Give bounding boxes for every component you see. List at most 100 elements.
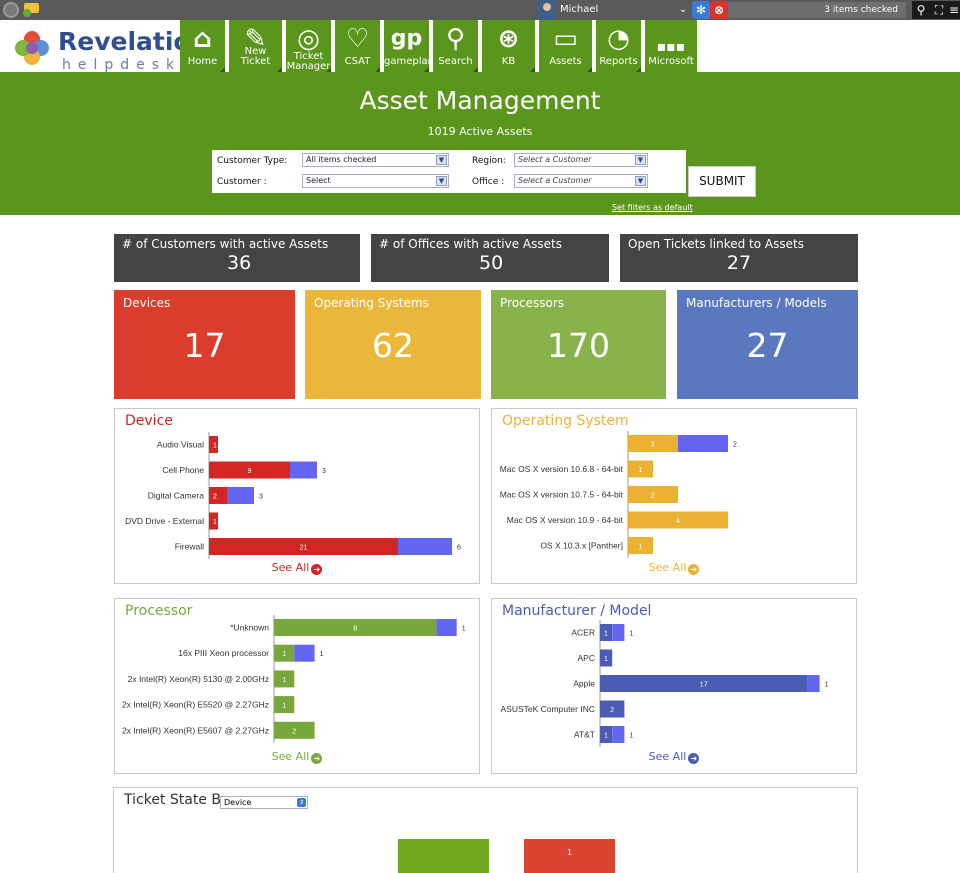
device-chart-panel: Device Audio Visual 1 Cell Phone 9 3 Digital … [114, 408, 480, 584]
tile-label: Processors [500, 296, 565, 310]
bar-primary [274, 619, 437, 636]
bar-secondary [290, 461, 317, 479]
nav-ticket-manager[interactable]: ◎ Ticket Manager [286, 20, 331, 72]
search-icon: ⚲ [445, 24, 466, 54]
bar-secondary-value: 1 [629, 631, 633, 638]
user-avatar[interactable] [538, 0, 556, 20]
category-label: AT&T [574, 730, 595, 740]
bar-value-label: 9 [248, 468, 252, 475]
stat-value: 27 [726, 252, 752, 274]
user-name[interactable]: Michael [560, 4, 599, 15]
tile-corner [326, 67, 331, 72]
tile-label: Operating Systems [314, 296, 429, 310]
close-icon[interactable]: ⊗ [710, 1, 728, 19]
search-icon[interactable]: ⚲ [912, 1, 930, 19]
ticket-state-title: Ticket State By [124, 792, 230, 808]
customer-select[interactable]: Select ▼ [302, 174, 449, 188]
category-label: Mac OS X version 10.6.8 - 64-bit [500, 464, 624, 474]
category-label: ACER [571, 628, 595, 638]
chat-icon[interactable] [22, 1, 40, 18]
tile-corner [220, 67, 225, 72]
category-label: Apple [573, 679, 595, 689]
main-nav: ⌂ Home ✎ New Ticket ◎ Ticket Manager ♡ C… [180, 20, 701, 72]
category-label: Audio Visual [157, 440, 204, 450]
office-select[interactable]: Select a Customer ▼ [514, 174, 648, 188]
bar-secondary [612, 624, 625, 641]
nav-label: gameplan [384, 56, 434, 67]
bar-value-label: 1 [639, 467, 643, 474]
bar-value-label: 2 [292, 728, 296, 735]
bar-primary [628, 511, 728, 529]
nav-reports[interactable]: ◔ Reports [596, 20, 641, 72]
bar-value-label: 1 [282, 703, 286, 710]
category-label: APC [578, 653, 595, 663]
bar-secondary-value: 6 [457, 545, 461, 552]
ticket-state-bar-1 [398, 839, 489, 873]
category-label: Digital Camera [148, 491, 204, 501]
see-all-label: See All [271, 750, 310, 763]
category-label: 2x Intel(R) Xeon(R) 5130 @ 2.00GHz [128, 674, 269, 684]
stat-open-tickets: Open Tickets linked to Assets 27 [620, 234, 858, 282]
chevron-down-icon[interactable]: ⌄ [678, 4, 688, 15]
see-all-manufacturers-link[interactable]: See All ➜ [492, 750, 856, 764]
settings-cog-icon[interactable] [3, 2, 19, 18]
region-select[interactable]: Select a Customer ▼ [514, 153, 648, 167]
bar-secondary [612, 726, 625, 743]
bar-primary [628, 537, 653, 554]
tile-corner [636, 67, 641, 72]
region-label: Region: [472, 156, 506, 166]
bar-primary [274, 670, 295, 688]
category-label: 16x PIII Xeon processor [178, 648, 269, 658]
customer-type-label: Customer Type: [217, 156, 288, 166]
arrow-right-icon: ➜ [311, 753, 323, 764]
bar-value-label: 1 [282, 651, 286, 658]
tile-operating-systems[interactable]: Operating Systems 62 [305, 290, 481, 399]
see-all-os-link[interactable]: See All ➜ [492, 561, 856, 575]
set-filters-default-link[interactable]: Set filters as default [612, 203, 693, 212]
revelation-logo[interactable]: Revelation helpdesk [12, 25, 208, 75]
customer-type-select[interactable]: All items checked ▼ [302, 153, 449, 167]
ticket-state-panel: Ticket State By Device ⇕ 1 [113, 787, 858, 873]
see-all-devices-link[interactable]: See All ➜ [115, 561, 479, 575]
tile-devices[interactable]: Devices 17 [114, 290, 295, 399]
gear-icon[interactable]: ✻ [692, 1, 710, 19]
submit-button[interactable]: SUBMIT [688, 166, 756, 197]
processor-chart-panel: Processor *Unknown 8 1 16x PIII Xeon proces… [114, 598, 480, 774]
tile-manufacturers[interactable]: Manufacturers / Models 27 [677, 290, 858, 399]
nav-label: Microsoft [648, 56, 694, 67]
nav-gameplan[interactable]: gp gameplan [384, 20, 434, 72]
bar-secondary-value: 1 [825, 682, 829, 689]
bar-primary [209, 436, 218, 453]
bar-value-label: 8 [353, 626, 357, 633]
fullscreen-icon[interactable]: ⛶ [930, 1, 948, 19]
ticket-manager-icon: ◎ [297, 24, 320, 54]
global-search-select[interactable]: 3 items checked [728, 2, 906, 18]
ticket-state-select[interactable]: Device ⇕ [220, 796, 308, 809]
bar-value-label: 1 [604, 631, 608, 638]
bar-secondary [294, 644, 315, 662]
nav-microsoft[interactable]: ▪▪▪ Microsoft [645, 20, 697, 72]
see-all-processors-link[interactable]: See All ➜ [115, 750, 479, 764]
category-label: Cell Phone [162, 465, 204, 475]
nav-kb[interactable]: ⊛ KB [482, 20, 535, 72]
tile-processors[interactable]: Processors 170 [491, 290, 666, 399]
arrow-right-icon: ➜ [688, 753, 700, 764]
nav-search[interactable]: ⚲ Search [433, 20, 478, 72]
new-ticket-icon: ✎ [244, 24, 267, 54]
menu-icon[interactable]: ≡ [948, 1, 960, 19]
nav-home[interactable]: ⌂ Home [180, 20, 225, 72]
nav-label: CSAT [344, 56, 371, 67]
bar-secondary-value: 2 [733, 442, 737, 449]
tile-value: 62 [372, 326, 414, 365]
bar-primary [209, 512, 218, 530]
bar-primary [209, 538, 398, 555]
nav-csat[interactable]: ♡ CSAT [335, 20, 380, 72]
nav-new-ticket[interactable]: ✎ New Ticket [229, 20, 282, 72]
tile-corner [277, 67, 282, 72]
devices-icon: ▭ [553, 24, 578, 54]
nav-assets[interactable]: ▭ Assets [539, 20, 592, 72]
category-label: ASUSTeK Computer INC [501, 704, 595, 714]
logo-subtitle: helpdesk [62, 57, 182, 73]
bar-primary [600, 726, 613, 743]
panel-title: Device [125, 413, 173, 429]
